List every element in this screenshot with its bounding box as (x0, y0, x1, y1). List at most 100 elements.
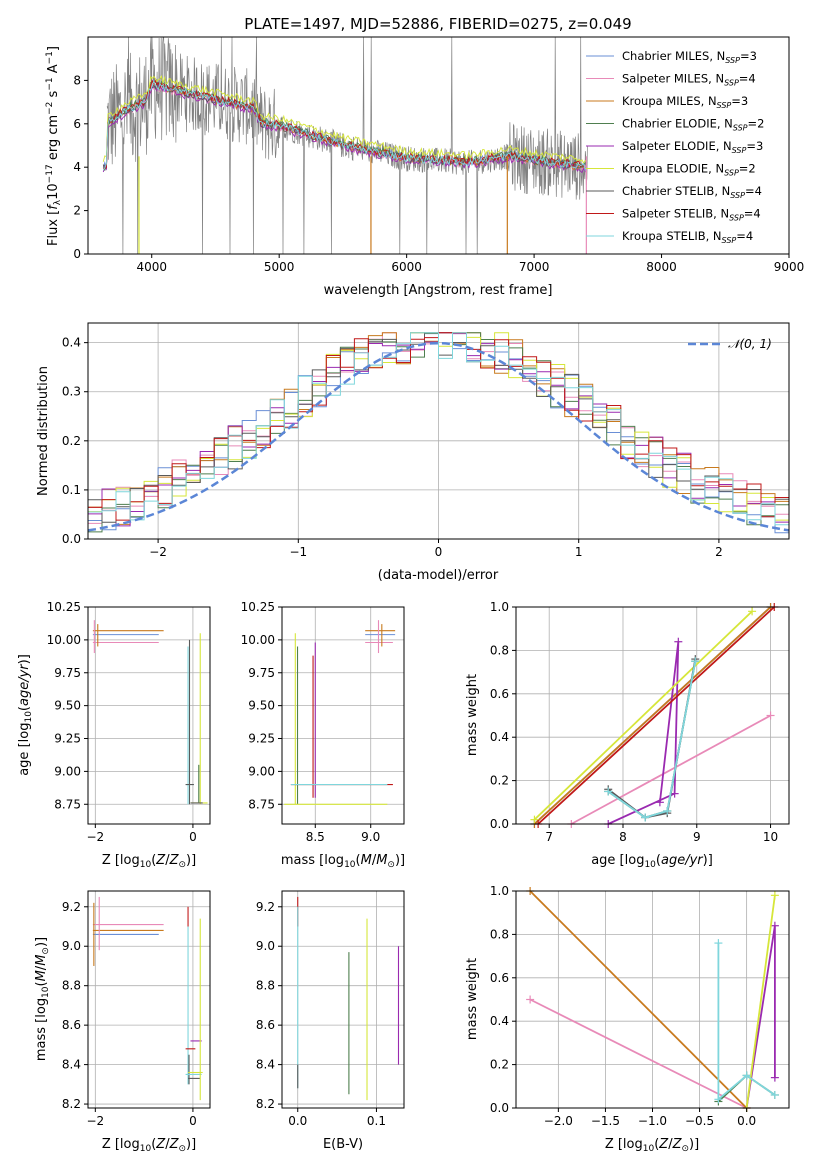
y-tick-label: 0.0 (490, 817, 509, 831)
weight-series-line (745, 895, 776, 1109)
legend-label: Chabrier ELODIE, NSSP=2 (622, 117, 764, 133)
y-tick-label: 9.25 (54, 732, 81, 746)
weight-series-line (607, 658, 697, 819)
legend-label: Chabrier STELIB, NSSP=4 (622, 184, 762, 200)
weight-series-line (533, 606, 772, 825)
age-vs-z-panel: −2 0 8.75 9.00 9.25 9.50 9.75 10.00 10.25 Z [log… (17, 600, 211, 870)
y-tick-label: 8.8 (256, 979, 275, 993)
legend-label: Kroupa STELIB, NSSP=4 (622, 229, 753, 245)
legend-label: Salpeter STELIB, NSSP=4 (622, 207, 761, 223)
y-tick-label: 10.00 (241, 633, 275, 647)
x-tick-label: 0.0 (737, 1114, 756, 1128)
x-tick-label: 9000 (774, 260, 805, 274)
normal-curve (87, 341, 790, 532)
x-tick-label: 8000 (646, 260, 677, 274)
legend-label: Salpeter ELODIE, NSSP=3 (622, 139, 763, 155)
spectrum-legend: Chabrier MILES, NSSP=3 Salpeter MILES, NS… (586, 49, 764, 245)
y-tick-label: 8.75 (54, 797, 81, 811)
weight-series-line (607, 641, 680, 825)
x-tick-label: 0 (435, 545, 443, 559)
y-tick-label: 0.8 (490, 927, 509, 941)
y-tick-label: 0.4 (490, 1014, 509, 1028)
spectrum-ylabel: Flux [fλ10−17 erg cm−2 s−1 A−1] (45, 46, 63, 246)
figure-title: PLATE=1497, MJD=52886, FIBERID=0275, z=0… (244, 15, 631, 33)
x-tick-label: 1 (575, 545, 583, 559)
y-tick-label: 0.6 (490, 687, 509, 701)
x-tick-label: 7000 (519, 260, 550, 274)
y-tick-label: 0.4 (62, 336, 81, 350)
y-tick-label: 6 (73, 117, 81, 131)
y-tick-label: 2 (73, 204, 81, 218)
y-tick-label: 8.8 (62, 979, 81, 993)
spectrum-model-line (102, 74, 587, 165)
y-tick-label: 0.2 (62, 434, 81, 448)
weight-vs-age-panel: 7 8 9 10 0.0 0.2 0.4 0.6 0.8 1.0 age [log10(age/y… (465, 600, 790, 870)
y-tick-label: 8 (73, 73, 81, 87)
ebv-xlabel: E(B-V) (323, 1137, 363, 1152)
x-tick-label: −2 (86, 830, 104, 844)
weight-series-line (570, 714, 772, 825)
y-tick-label: 9.25 (248, 732, 275, 746)
y-tick-label: 0.8 (490, 643, 509, 657)
y-tick-label: 10.00 (47, 633, 81, 647)
y-tick-label: 8.2 (62, 1097, 81, 1111)
y-tick-label: 9.50 (248, 699, 275, 713)
svg-text:𝒩(0, 1): 𝒩(0, 1) (728, 337, 772, 351)
y-tick-label: 9.0 (256, 939, 275, 953)
x-tick-label: −2 (149, 545, 167, 559)
y-tick-label: 8.4 (256, 1058, 275, 1072)
legend-label: Salpeter MILES, NSSP=4 (622, 72, 756, 88)
x-tick-label: 0.0 (288, 1114, 307, 1128)
mass-ylabel: mass [log10(M/M⊙)] (34, 937, 51, 1061)
weight-series-line (533, 610, 753, 821)
x-tick-label: 0 (189, 1114, 197, 1128)
y-tick-label: 8.75 (248, 797, 275, 811)
x-tick-label: −1.5 (591, 1114, 620, 1128)
mass-xlabel: mass [log10(M/M⊙)] (281, 853, 405, 870)
weight-vs-z-panel: −2.0 −1.5 −1.0 −0.5 0.0 0.0 0.2 0.4 0.6 0.8 1.0 Z … (465, 884, 790, 1154)
age-vs-mass-panel: 8.5 9.0 8.75 9.00 9.25 9.50 9.75 10.00 10.25 mas… (241, 600, 405, 870)
x-tick-label: 5000 (264, 260, 295, 274)
residual-ylabel: Normed distribution (36, 366, 51, 496)
x-tick-label: −0.5 (685, 1114, 714, 1128)
residual-panel: −2 −1 0 1 2 0.0 0.1 0.2 0.3 0.4 (data-model)/erro… (36, 322, 790, 583)
x-tick-label: 4000 (136, 260, 167, 274)
y-tick-label: 10.25 (241, 600, 275, 614)
y-tick-label: 0.4 (490, 730, 509, 744)
y-tick-label: 9.75 (248, 666, 275, 680)
weight-series-line (607, 661, 697, 819)
weight-z-xlabel: Z [log10(Z/Z⊙)] (605, 1137, 699, 1154)
residual-histogram (88, 332, 789, 526)
y-tick-label: 0.2 (490, 774, 509, 788)
y-tick-label: 0.0 (62, 532, 81, 546)
y-tick-label: 9.2 (256, 900, 275, 914)
x-tick-label: −1.0 (638, 1114, 667, 1128)
x-tick-label: 2 (715, 545, 723, 559)
spectrum-model-line (102, 80, 588, 172)
y-tick-label: 9.50 (54, 699, 81, 713)
spectrum-xlabel: wavelength [Angstrom, rest frame] (324, 283, 553, 298)
x-tick-label: 8 (619, 830, 627, 844)
x-tick-label: −2 (86, 1114, 104, 1128)
y-tick-label: 9.75 (54, 666, 81, 680)
x-tick-label: 0.1 (367, 1114, 386, 1128)
x-tick-label: −2.0 (544, 1114, 573, 1128)
mass-vs-z-panel: −2 0 8.2 8.4 8.6 8.8 9.0 9.2 Z [log10(Z/Z⊙)] ma… (34, 890, 211, 1154)
normal-legend: 𝒩(0, 1) (688, 337, 772, 351)
weight-series-line (537, 606, 775, 825)
y-tick-label: 8.6 (256, 1018, 275, 1032)
x-tick-label: 7 (545, 830, 553, 844)
y-tick-label: 8.2 (256, 1097, 275, 1111)
y-tick-label: 0.2 (490, 1058, 509, 1072)
legend-label: Kroupa ELODIE, NSSP=2 (622, 162, 756, 178)
x-tick-label: 0 (189, 830, 197, 844)
weight-age-ylabel: mass weight (465, 674, 480, 756)
y-tick-label: 9.00 (54, 764, 81, 778)
y-tick-label: 0.0 (490, 1101, 509, 1115)
x-tick-label: 10 (763, 830, 778, 844)
y-tick-label: 1.0 (490, 884, 509, 898)
y-tick-label: 4 (73, 160, 81, 174)
residual-xlabel: (data-model)/error (378, 568, 499, 583)
spectrum-panel: 4000 5000 6000 7000 8000 9000 0 2 4 6 8 wavelength… (45, 36, 805, 298)
